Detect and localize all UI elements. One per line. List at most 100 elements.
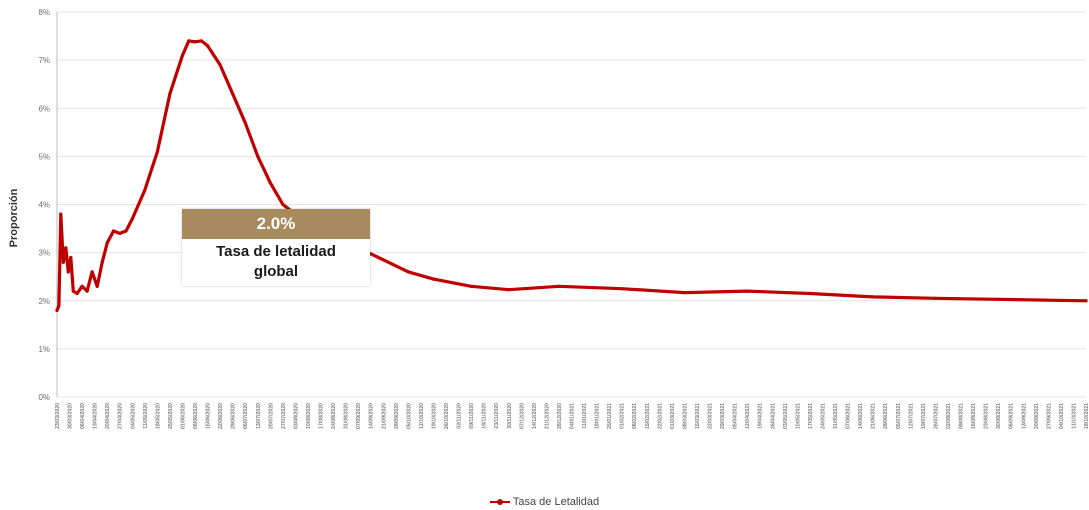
y-tick-label: 4%	[38, 201, 50, 210]
x-tick-label: 11/05/2020	[143, 403, 149, 429]
data-point	[620, 287, 624, 291]
x-tick-label: 14/09/2020	[369, 403, 375, 429]
x-tick-label: 01/03/2021	[670, 403, 676, 429]
data-point	[199, 39, 203, 43]
x-tick-label: 09/08/2021	[959, 403, 965, 429]
x-tick-label: 06/07/2020	[243, 403, 249, 429]
x-tick-label: 31/08/2020	[344, 403, 350, 429]
x-tick-label: 09/11/2020	[469, 403, 475, 429]
data-point	[193, 40, 197, 44]
callout-value: 2.0%	[182, 209, 370, 239]
callout-label-line2: global	[253, 263, 299, 280]
x-tick-label: 07/12/2020	[519, 403, 525, 429]
data-point	[1084, 299, 1088, 303]
legend: Tasa de Letalidad	[0, 496, 1089, 508]
data-point	[168, 92, 172, 96]
x-tick-label: 07/09/2020	[356, 403, 362, 429]
data-point	[180, 53, 185, 57]
x-tick-label: 04/10/2021	[1059, 403, 1065, 429]
y-tick-label: 8%	[38, 8, 50, 17]
y-tick-label: 5%	[38, 152, 50, 161]
y-tick-label: 2%	[38, 297, 50, 306]
x-tick-label: 20/09/2021	[1034, 403, 1040, 429]
y-tick-label: 0%	[38, 393, 50, 402]
x-tick-label: 30/11/2020	[507, 403, 513, 429]
data-point	[75, 291, 79, 296]
x-tick-label: 10/05/2021	[795, 403, 801, 429]
data-point	[90, 270, 94, 274]
x-tick-label: 02/08/2021	[946, 403, 952, 429]
y-tick-label: 1%	[38, 345, 50, 354]
x-tick-label: 11/10/2021	[1071, 403, 1077, 429]
x-tick-label: 04/05/2020	[130, 403, 136, 429]
x-tick-label: 19/04/2021	[758, 403, 764, 429]
x-tick-label: 26/10/2020	[444, 403, 450, 429]
series-layer	[55, 39, 1088, 312]
x-tick-label: 26/07/2021	[933, 403, 939, 429]
x-tick-label: 24/08/2020	[331, 403, 337, 429]
x-tick-label: 17/05/2021	[808, 403, 814, 429]
x-tick-label: 13/09/2021	[1021, 403, 1027, 429]
x-tick-label: 04/01/2021	[570, 403, 576, 429]
x-tick-label: 29/03/2021	[720, 403, 726, 429]
data-point	[256, 154, 260, 158]
x-tick-label: 30/03/2020	[68, 403, 74, 429]
data-point	[381, 258, 385, 262]
x-tick-label: 01/06/2020	[180, 403, 186, 429]
x-tick-label: 15/02/2021	[645, 403, 651, 429]
data-point	[143, 188, 147, 192]
x-tick-label: 14/12/2020	[532, 403, 538, 429]
x-tick-label: 18/10/2021	[1084, 403, 1089, 429]
data-point	[281, 202, 285, 207]
x-tick-label: 29/06/2020	[231, 403, 237, 429]
gridlines	[57, 11, 1086, 398]
x-tick-label: 05/10/2020	[406, 403, 412, 429]
data-point	[205, 44, 210, 48]
data-point	[100, 260, 104, 264]
data-point	[71, 289, 75, 293]
x-tick-label: 28/12/2020	[557, 403, 563, 429]
x-tick-label: 12/10/2020	[419, 403, 425, 429]
legend-swatch	[489, 497, 510, 507]
data-point	[808, 291, 812, 296]
data-point	[69, 255, 73, 260]
data-point	[130, 217, 134, 221]
x-tick-label: 21/12/2020	[544, 403, 550, 429]
x-tick-label: 08/02/2021	[632, 403, 638, 429]
x-tick-label: 12/07/2021	[908, 403, 914, 429]
lethality-callout: 2.0% Tasa de letalidad global	[182, 209, 370, 286]
data-point	[933, 296, 938, 300]
x-tick-label: 25/01/2021	[607, 403, 613, 429]
data-point	[231, 92, 235, 96]
data-point	[59, 212, 63, 216]
x-tick-label: 16/08/2021	[971, 403, 977, 429]
data-point	[85, 289, 89, 293]
x-tick-label: 16/11/2020	[482, 403, 488, 429]
x-tick-label: 07/06/2021	[846, 403, 852, 429]
x-tick-label: 28/09/2020	[394, 403, 400, 429]
y-tick-label: 6%	[38, 104, 50, 113]
x-axis-ticks: 23/03/2020 30/03/2020 06/04/2020 13/04/2020…	[55, 403, 1089, 429]
callout-label: Tasa de letalidad global	[182, 239, 370, 286]
x-tick-label: 06/04/2020	[80, 403, 86, 429]
data-point	[431, 277, 436, 281]
x-tick-label: 22/06/2020	[218, 403, 224, 429]
x-tick-label: 01/02/2021	[620, 403, 626, 429]
x-tick-label: 17/08/2020	[319, 403, 325, 429]
data-point	[66, 270, 70, 274]
x-tick-label: 18/05/2020	[155, 403, 161, 429]
data-point	[61, 260, 65, 264]
x-tick-label: 03/08/2020	[293, 403, 299, 429]
x-tick-label: 19/10/2020	[431, 403, 437, 429]
y-axis-label: Proporción	[8, 188, 20, 247]
x-tick-label: 08/03/2021	[682, 403, 688, 429]
x-tick-label: 11/01/2021	[582, 403, 588, 429]
data-point	[55, 308, 59, 312]
x-tick-label: 19/07/2021	[921, 403, 927, 429]
x-tick-label: 25/05/2020	[168, 403, 174, 429]
x-tick-label: 22/03/2021	[708, 403, 714, 429]
x-tick-label: 14/06/2021	[858, 403, 864, 429]
y-tick-label: 7%	[38, 56, 50, 65]
data-point	[95, 284, 99, 288]
